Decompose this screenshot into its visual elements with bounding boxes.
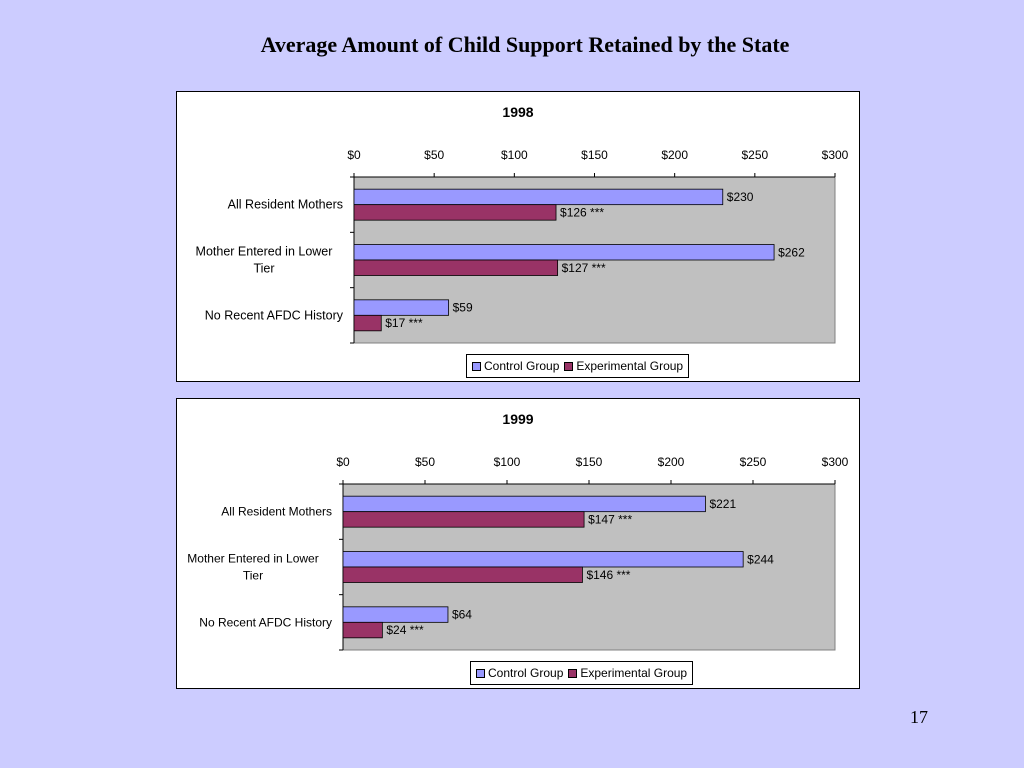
bar-chart-1999: $0 $50 $100 $150 $200 $250 $300 All Resident Mo… [187, 455, 849, 651]
control-swatch [476, 668, 485, 678]
category-label: Mother Entered in Lower Tier [187, 552, 318, 583]
x-tick-label: $0 [336, 455, 350, 469]
category-label: All Resident Mothers [221, 505, 332, 519]
data-label: $126 *** [560, 205, 604, 219]
bar-experimental [353, 259, 559, 276]
data-label: $127 *** [562, 261, 606, 275]
legend-item-experimental: Experimental Group [568, 666, 687, 680]
x-tick-label: $0 [347, 148, 361, 162]
data-label: $146 *** [586, 568, 630, 582]
chart-1998: 1998 $0 $50 $100 $150 $200 $250 $300 All Reside… [176, 91, 860, 382]
data-label: $230 [727, 190, 754, 204]
data-label: $147 *** [588, 512, 632, 526]
page-number: 17 [910, 707, 928, 727]
data-label: $17 *** [385, 316, 423, 330]
x-tick-label: $150 [576, 455, 603, 469]
legend-label-experimental: Experimental Group [580, 666, 688, 680]
legend-label-control: Control Group [484, 359, 560, 373]
chart-title: 1999 [502, 411, 534, 427]
bar-control [342, 551, 744, 568]
bar-control [353, 299, 449, 316]
x-tick-label: $50 [424, 148, 444, 162]
bar-control [353, 188, 724, 206]
category-label: All Resident Mothers [228, 198, 343, 212]
category-label: No Recent AFDC History [199, 615, 332, 629]
bar-experimental [342, 621, 383, 639]
x-tick-label: $250 [740, 455, 767, 469]
data-label: $59 [453, 301, 473, 315]
control-swatch [472, 361, 481, 371]
experimental-swatch [568, 668, 578, 678]
x-tick-label: $100 [494, 455, 521, 469]
x-tick-label: $50 [415, 455, 435, 469]
bar-control [342, 606, 449, 623]
legend-item-experimental: Experimental Group [564, 359, 683, 373]
bar-experimental [353, 204, 557, 221]
bar-experimental [342, 566, 583, 583]
x-tick-label: $100 [501, 148, 528, 162]
chart-1999: 1999 $0 $50 $100 $150 $200 $250 $300 All Reside… [176, 398, 860, 689]
x-tick-label: $300 [822, 455, 849, 469]
data-label: $262 [778, 245, 805, 259]
experimental-swatch [564, 361, 574, 371]
x-tick-label: $200 [658, 455, 685, 469]
x-tick-label: $200 [661, 148, 688, 162]
x-tick-label: $300 [822, 148, 849, 162]
legend-item-control: Control Group [472, 359, 559, 373]
bar-chart-1998: $0 $50 $100 $150 $200 $250 $300 All Resident Mo… [196, 148, 849, 344]
legend-item-control: Control Group [476, 666, 563, 680]
category-label: Mother Entered in Lower Tier [196, 245, 333, 276]
chart-legend: Control Group Experimental Group [470, 661, 694, 685]
category-label: No Recent AFDC History [205, 308, 344, 322]
x-tick-label: $250 [741, 148, 768, 162]
data-label: $24 *** [386, 623, 424, 637]
chart-legend: Control Group Experimental Group [466, 354, 690, 378]
slide-title: Average Amount of Child Support Retained… [260, 32, 790, 57]
data-label: $244 [747, 552, 774, 566]
bar-control [342, 495, 706, 513]
bar-experimental [342, 511, 585, 528]
bar-control [353, 244, 775, 261]
chart-title: 1998 [502, 104, 534, 120]
x-tick-label: $150 [581, 148, 608, 162]
data-label: $64 [452, 608, 472, 622]
legend-label-control: Control Group [488, 666, 564, 680]
data-label: $221 [709, 497, 736, 511]
legend-label-experimental: Experimental Group [576, 359, 684, 373]
bar-experimental [353, 314, 382, 332]
